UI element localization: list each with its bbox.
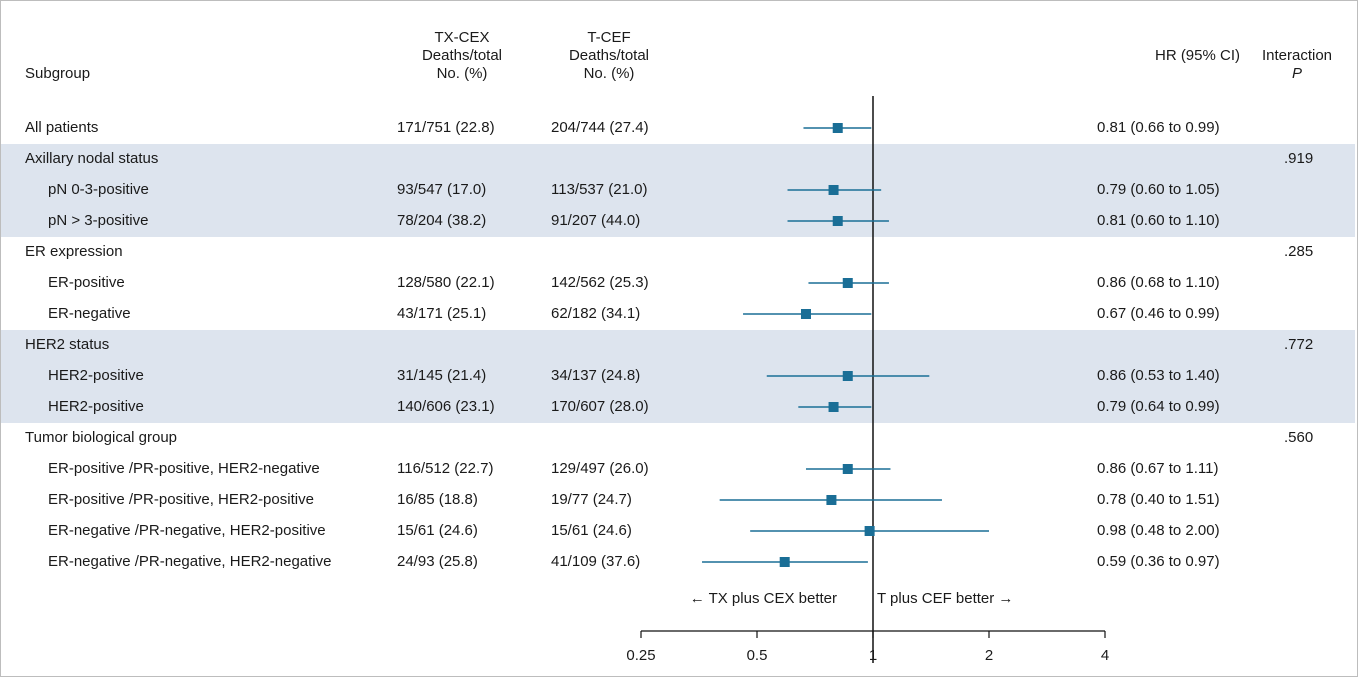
hr-ci-text: 0.79 (0.60 to 1.05) bbox=[1097, 181, 1220, 198]
hr-ci-text: 0.67 (0.46 to 0.99) bbox=[1097, 305, 1220, 322]
hr-ci-text: 0.98 (0.48 to 2.00) bbox=[1097, 522, 1220, 539]
interaction-p: .285 bbox=[1284, 243, 1314, 260]
subgroup-label: ER-negative bbox=[48, 305, 131, 322]
header-interaction: Interaction bbox=[1261, 47, 1333, 64]
tx-cex-value: 43/171 (25.1) bbox=[397, 305, 487, 322]
hr-marker bbox=[832, 123, 843, 133]
hr-ci-text: 0.59 (0.36 to 0.97) bbox=[1097, 553, 1220, 570]
t-cef-value: 62/182 (34.1) bbox=[551, 305, 641, 322]
interaction-p: .560 bbox=[1284, 429, 1314, 446]
tx-cex-value: 24/93 (25.8) bbox=[397, 553, 478, 570]
tx-cex-value: 31/145 (21.4) bbox=[397, 367, 487, 384]
header-hr: HR (95% CI) bbox=[1154, 47, 1240, 64]
group-label: ER expression bbox=[25, 243, 123, 260]
t-cef-value: 19/77 (24.7) bbox=[551, 491, 632, 508]
subgroup-label: ER-positive bbox=[48, 274, 125, 291]
group-label: Tumor biological group bbox=[25, 429, 178, 446]
subgroup-label: ER-positive /PR-positive, HER2-negative bbox=[48, 460, 320, 477]
t-cef-value: 113/537 (21.0) bbox=[551, 181, 648, 198]
hr-marker bbox=[842, 278, 853, 288]
tx-cex-value: 15/61 (24.6) bbox=[397, 522, 478, 539]
hr-ci-text: 0.81 (0.66 to 0.99) bbox=[1097, 119, 1220, 136]
tx-cex-value: 93/547 (17.0) bbox=[397, 181, 487, 198]
x-tick-label: 4 bbox=[1101, 647, 1109, 664]
hr-marker bbox=[800, 309, 811, 319]
x-tick-label: 1 bbox=[869, 647, 877, 664]
hr-marker bbox=[779, 557, 790, 567]
tx-cex-value: 171/751 (22.8) bbox=[397, 119, 495, 136]
hr-marker bbox=[864, 526, 875, 536]
header-t-cef: T-CEF Deaths/total No. (%) bbox=[568, 29, 650, 82]
interaction-p: .772 bbox=[1284, 336, 1314, 353]
group-label: Axillary nodal status bbox=[25, 150, 159, 167]
t-cef-value: 170/607 (28.0) bbox=[551, 398, 649, 415]
x-tick-label: 0.5 bbox=[747, 647, 768, 664]
hr-ci-text: 0.81 (0.60 to 1.10) bbox=[1097, 212, 1220, 229]
hr-marker bbox=[828, 402, 839, 412]
x-tick-label: 0.25 bbox=[626, 647, 655, 664]
t-cef-value: 41/109 (37.6) bbox=[551, 553, 641, 570]
t-cef-value: 91/207 (44.0) bbox=[551, 212, 641, 229]
hr-ci-text: 0.86 (0.68 to 1.10) bbox=[1097, 274, 1220, 291]
subgroup-label: HER2-positive bbox=[48, 367, 144, 384]
tx-cex-value: 16/85 (18.8) bbox=[397, 491, 478, 508]
t-cef-value: 129/497 (26.0) bbox=[551, 460, 649, 477]
hr-marker bbox=[842, 464, 853, 474]
interaction-p: .919 bbox=[1284, 150, 1314, 167]
row-band bbox=[1, 144, 1355, 237]
subgroup-label: All patients bbox=[25, 119, 99, 136]
hr-marker bbox=[828, 185, 839, 195]
hr-marker bbox=[842, 371, 853, 381]
t-cef-value: 15/61 (24.6) bbox=[551, 522, 632, 539]
subgroup-label: ER-positive /PR-positive, HER2-positive bbox=[48, 491, 314, 508]
t-cef-value: 204/744 (27.4) bbox=[551, 119, 649, 136]
x-tick-label: 2 bbox=[985, 647, 993, 664]
subgroup-label: HER2-positive bbox=[48, 398, 144, 415]
subgroup-label: ER-negative /PR-negative, HER2-positive bbox=[48, 522, 326, 539]
tx-cex-value: 116/512 (22.7) bbox=[397, 460, 494, 477]
header-tx-cex: TX-CEX Deaths/total No. (%) bbox=[421, 29, 503, 82]
direction-label-right: T plus CEF better → bbox=[877, 590, 1013, 607]
hr-ci-text: 0.78 (0.40 to 1.51) bbox=[1097, 491, 1220, 508]
t-cef-value: 142/562 (25.3) bbox=[551, 274, 649, 291]
tx-cex-value: 140/606 (23.1) bbox=[397, 398, 495, 415]
tx-cex-value: 78/204 (38.2) bbox=[397, 212, 487, 229]
tx-cex-value: 128/580 (22.1) bbox=[397, 274, 495, 291]
hr-ci-text: 0.86 (0.53 to 1.40) bbox=[1097, 367, 1220, 384]
hr-ci-text: 0.79 (0.64 to 0.99) bbox=[1097, 398, 1220, 415]
subgroup-label: pN 0-3-positive bbox=[48, 181, 149, 198]
direction-label-left: ← TX plus CEX better bbox=[690, 590, 837, 607]
hr-marker bbox=[826, 495, 837, 505]
hr-ci-text: 0.86 (0.67 to 1.11) bbox=[1097, 460, 1219, 477]
row-band bbox=[1, 330, 1355, 423]
header-p: P bbox=[1291, 65, 1302, 82]
group-label: HER2 status bbox=[25, 336, 110, 353]
subgroup-label: ER-negative /PR-negative, HER2-negative bbox=[48, 553, 332, 570]
hr-marker bbox=[832, 216, 843, 226]
t-cef-value: 34/137 (24.8) bbox=[551, 367, 641, 384]
subgroup-label: pN > 3-positive bbox=[48, 212, 149, 229]
header-subgroup: Subgroup bbox=[25, 65, 91, 82]
